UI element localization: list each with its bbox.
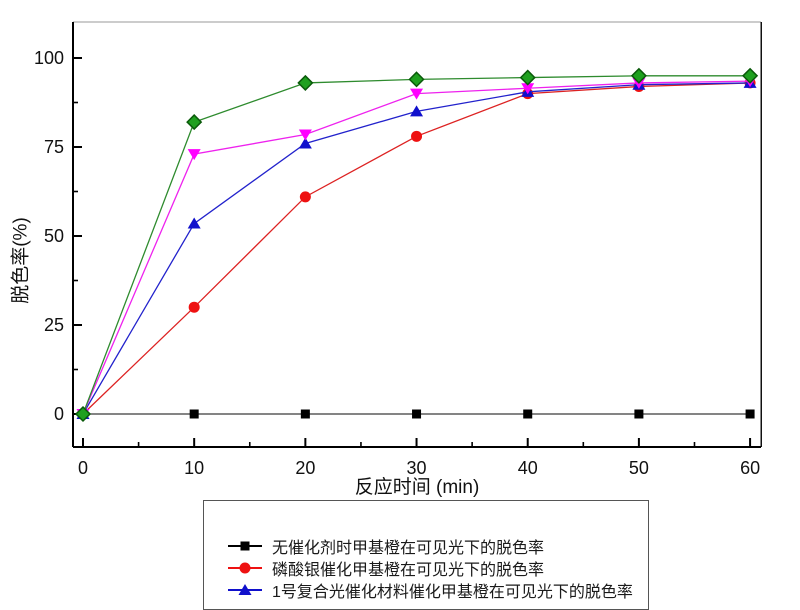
chart-figure: 0 25 50 75 100 0 10 20 30 40 50 60 反应时间 (min) 脱色率(%…: [10, 21, 762, 610]
svg-text:40: 40: [518, 458, 538, 478]
svg-text:0: 0: [54, 404, 64, 424]
svg-text:20: 20: [295, 458, 315, 478]
legend-entry-no-catalyst: 无催化剂时甲基橙在可见光下的脱色率: [204, 535, 648, 557]
svg-text:100: 100: [34, 48, 64, 68]
series-line: [82, 75, 751, 415]
legend-label: 1号复合光催化材料催化甲基橙在可见光下的脱色率: [272, 584, 633, 601]
svg-text:75: 75: [44, 137, 64, 157]
legend-label: 磷酸银催化甲基橙在可见光下的脱色率: [272, 562, 545, 579]
legend-entry-composite-1: 1号复合光催化材料催化甲基橙在可见光下的脱色率: [204, 579, 648, 601]
legend-box: 无催化剂时甲基橙在可见光下的脱色率 磷酸银催化甲基橙在可见光下的脱色率 1号复合…: [203, 500, 649, 610]
chart-svg: 0 25 50 75 100 0 10 20 30 40 50 60: [34, 21, 762, 478]
svg-text:30: 30: [407, 458, 427, 478]
legend-square-marker-icon: [227, 539, 263, 553]
svg-text:50: 50: [629, 458, 649, 478]
svg-text:10: 10: [184, 458, 204, 478]
legend-entry-silver-phosphate: 磷酸银催化甲基橙在可见光下的脱色率: [204, 557, 648, 579]
legend-label: 无催化剂时甲基橙在可见光下的脱色率: [272, 540, 545, 557]
legend-triangle-marker-icon: [227, 583, 263, 597]
svg-text:0: 0: [78, 458, 88, 478]
svg-text:60: 60: [740, 458, 760, 478]
chart-canvas: 0 25 50 75 100 0 10 20 30 40 50 60: [34, 21, 762, 478]
svg-text:25: 25: [44, 315, 64, 335]
x-axis-title: 反应时间 (min): [354, 477, 480, 498]
svg-text:50: 50: [44, 226, 64, 246]
legend-circle-marker-icon: [227, 561, 263, 575]
y-axis-title: 脱色率(%): [10, 217, 32, 304]
